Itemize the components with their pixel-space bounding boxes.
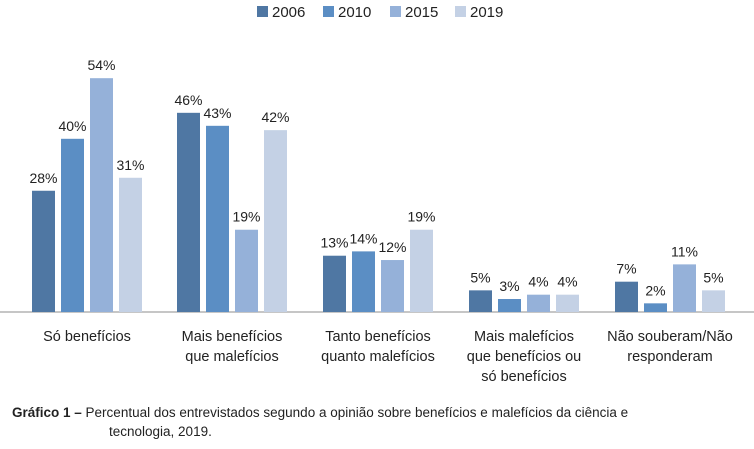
legend-label-2006: 2006 bbox=[272, 4, 305, 21]
category-label-2-line2: que malefícios bbox=[185, 349, 279, 365]
legend-swatch-2006 bbox=[257, 6, 268, 17]
bar-2010-cat4 bbox=[498, 299, 521, 312]
category-label-5-line2: responderam bbox=[627, 349, 712, 365]
data-label-2010-cat1: 40% bbox=[58, 118, 86, 134]
bar-2010-cat1 bbox=[61, 138, 84, 312]
category-label-2-line1: Mais benefícios bbox=[182, 329, 283, 345]
data-label-2019-cat4: 4% bbox=[557, 274, 577, 290]
category-label-1-line1: Só benefícios bbox=[43, 329, 131, 345]
data-label-2019-cat5: 5% bbox=[703, 269, 723, 285]
data-label-2010-cat5: 2% bbox=[645, 282, 665, 298]
bar-2006-cat4 bbox=[469, 290, 492, 312]
legend-swatch-2010 bbox=[323, 6, 334, 17]
legend-label-2010: 2010 bbox=[338, 4, 371, 21]
data-label-2015-cat4: 4% bbox=[528, 274, 548, 290]
category-label-4-line1: Mais malefícios bbox=[474, 329, 574, 345]
data-label-2006-cat4: 5% bbox=[470, 269, 490, 285]
data-label-2006-cat1: 28% bbox=[29, 170, 57, 186]
data-label-2010-cat3: 14% bbox=[349, 230, 377, 246]
category-label-4-line3: só benefícios bbox=[481, 369, 566, 385]
data-label-2006-cat3: 13% bbox=[320, 235, 348, 251]
bar-2006-cat3 bbox=[323, 255, 346, 312]
data-label-2015-cat1: 54% bbox=[87, 57, 115, 73]
figure-caption: Gráfico 1 – Percentual dos entrevistados… bbox=[12, 403, 732, 441]
data-label-2019-cat2: 42% bbox=[261, 109, 289, 125]
bar-2006-cat5 bbox=[615, 281, 638, 312]
category-label-5-line1: Não souberam/Não bbox=[607, 329, 733, 345]
data-label-2006-cat5: 7% bbox=[616, 261, 636, 277]
bar-2006-cat2 bbox=[177, 112, 200, 312]
bar-2015-cat3 bbox=[381, 260, 404, 312]
data-label-2010-cat2: 43% bbox=[203, 105, 231, 121]
bar-2015-cat1 bbox=[90, 78, 113, 313]
bar-2019-cat5 bbox=[702, 290, 725, 312]
bar-2019-cat2 bbox=[264, 130, 287, 312]
bar-2019-cat4 bbox=[556, 294, 579, 312]
caption-label: Gráfico 1 – bbox=[12, 405, 82, 420]
legend-label-2019: 2019 bbox=[470, 4, 503, 21]
legend-swatch-2015 bbox=[390, 6, 401, 17]
bar-2010-cat3 bbox=[352, 251, 375, 312]
legend-swatch-2019 bbox=[455, 6, 466, 17]
bar-2010-cat2 bbox=[206, 125, 229, 312]
bar-2015-cat4 bbox=[527, 294, 550, 312]
category-label-3-line1: Tanto benefícios bbox=[325, 329, 431, 345]
data-label-2015-cat2: 19% bbox=[232, 209, 260, 225]
category-label-3-line2: quanto malefícios bbox=[321, 349, 435, 365]
bar-2010-cat5 bbox=[644, 303, 667, 312]
category-label-4-line2: que benefícios ou bbox=[467, 349, 581, 365]
bar-2006-cat1 bbox=[32, 190, 55, 312]
bar-2019-cat1 bbox=[119, 177, 142, 312]
data-label-2015-cat3: 12% bbox=[378, 239, 406, 255]
caption-text-line1: Percentual dos entrevistados segundo a o… bbox=[85, 405, 629, 420]
data-label-2010-cat4: 3% bbox=[499, 278, 519, 294]
data-label-2006-cat2: 46% bbox=[174, 92, 202, 108]
bar-2015-cat2 bbox=[235, 229, 258, 312]
data-label-2019-cat1: 31% bbox=[116, 157, 144, 173]
data-label-2015-cat5: 11% bbox=[671, 243, 698, 259]
bar-chart: 2006 2010 2015 2019 28% 46% 13% 5% 7% 40% 43% 14% 3%… bbox=[0, 4, 754, 385]
caption-text-line2: tecnologia, 2019. bbox=[109, 424, 212, 439]
legend-label-2015: 2015 bbox=[405, 4, 438, 21]
bar-2019-cat3 bbox=[410, 229, 433, 312]
bar-2015-cat5 bbox=[673, 264, 696, 312]
data-label-2019-cat3: 19% bbox=[407, 209, 435, 225]
